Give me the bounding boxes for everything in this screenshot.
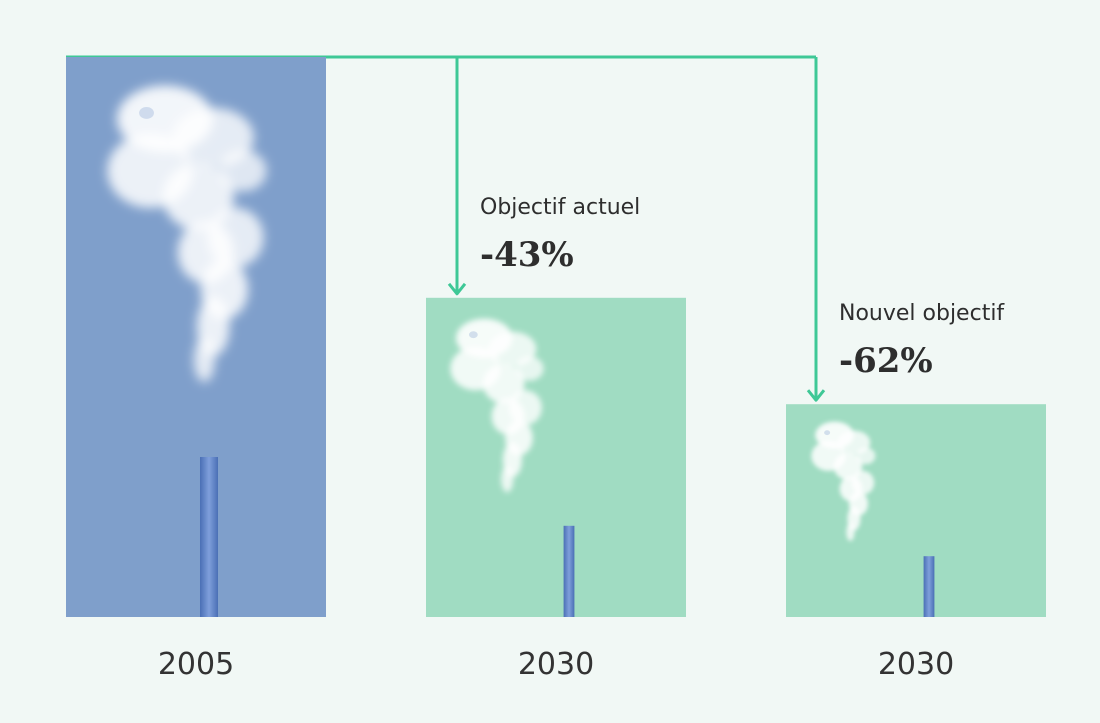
labels-group: 2005 2030 2030 Objectif actuel -43% Nouvel ob… [158, 195, 1006, 682]
chimney-icon [923, 556, 935, 617]
category-label-1: 2030 [518, 647, 594, 682]
arrow-head-icon [806, 389, 826, 402]
bars-group [66, 57, 1046, 617]
arrow-head-icon [447, 282, 467, 296]
chimney-icon [563, 525, 575, 617]
annotation-label-2: Nouvel objectif [839, 301, 1005, 326]
category-label-2: 2030 [878, 647, 954, 682]
category-label-0: 2005 [158, 647, 234, 682]
bar-2 [786, 404, 1046, 617]
annotation-value-1: -43% [480, 235, 574, 275]
annotation-value-2: -62% [839, 341, 933, 381]
chimney-icon [200, 457, 218, 617]
annotation-label-1: Objectif actuel [480, 195, 640, 220]
bar-1 [426, 297, 686, 617]
bar-0 [66, 57, 326, 617]
